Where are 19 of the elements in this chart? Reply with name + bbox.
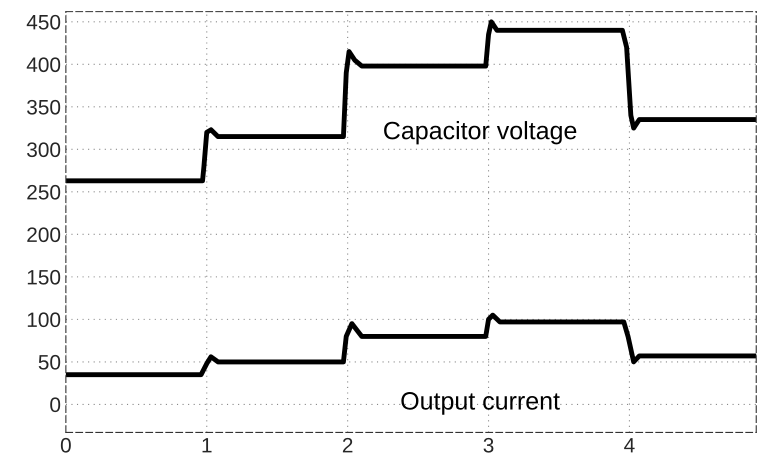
line-series	[66, 19, 756, 184]
text: Output current	[401, 392, 560, 415]
y-tick-label: 0	[50, 397, 60, 412]
y-tick-label: 300	[27, 142, 60, 158]
line-series	[66, 312, 756, 378]
y-tick-label: 50	[38, 354, 60, 370]
y-tick-label: 250	[27, 184, 60, 200]
y-tick-label: 100	[28, 312, 60, 328]
y-tick-label: 350	[27, 100, 60, 115]
x-tick-label: 1	[202, 438, 212, 452]
y-tick-label: 400	[26, 57, 60, 72]
x-tick-label: 0	[60, 438, 71, 453]
x-tick-label: 4	[624, 438, 635, 452]
y-tick-label: 150	[28, 270, 60, 285]
x-tick-label: 2	[342, 438, 352, 452]
y-tick-label: 200	[27, 227, 60, 242]
series-label: Capacitor voltage	[384, 121, 576, 144]
x-tick-label: 3	[484, 438, 494, 453]
y-tick-label: 450	[26, 14, 60, 30]
